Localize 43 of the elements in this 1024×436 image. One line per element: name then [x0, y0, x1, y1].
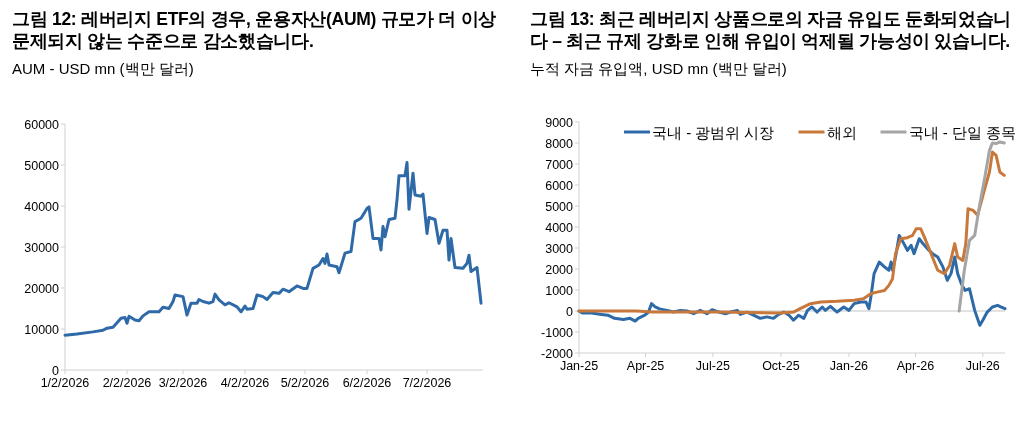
y-tick-label: 5000	[545, 199, 574, 214]
chart-subtitle: 누적 자금 유입액, USD mn (백만 달러)	[530, 60, 787, 79]
legend-label: 국내 - 광범위 시장	[652, 123, 775, 141]
y-tick-label: 0	[52, 363, 60, 378]
chart-title: 그림 13: 최근 레버리지 상품으로의 자금 유입도 둔화되었습니다 – 최근 규제 강화로 인해 유입이 억제될 가능성이 있습니다.	[530, 8, 1013, 52]
x-tick-label: Jan-26	[829, 359, 869, 373]
y-tick-label: 9000	[545, 115, 574, 130]
y-tick-label: 2000	[545, 262, 574, 277]
y-tick-label: 8000	[545, 136, 574, 151]
x-tick-label: 5/2/2026	[280, 376, 330, 390]
y-tick-label: -1000	[541, 325, 574, 340]
y-tick-label: 10000	[24, 322, 60, 337]
y-tick-label: 1000	[545, 283, 574, 298]
chart-title: 그림 12: 레버리지 ETF의 경우, 운용자산(AUM) 규모가 더 이상 문제되지 않는 수준으로 감소했습니다.	[12, 8, 497, 52]
x-tick-label: Oct-25	[762, 359, 800, 373]
x-tick-label: 3/2/2026	[158, 376, 208, 390]
x-tick-label: Apr-25	[626, 359, 665, 373]
y-tick-label: 30000	[24, 240, 60, 255]
y-tick-label: 6000	[545, 178, 574, 193]
y-tick-label: 3000	[545, 241, 574, 256]
x-tick-label: Apr-26	[896, 359, 935, 373]
x-tick-label: 2/2/2026	[102, 376, 152, 390]
y-tick-label: 40000	[24, 199, 60, 214]
x-tick-label: Jan-25	[559, 359, 599, 373]
line-series	[63, 161, 483, 337]
y-tick-label: -2000	[541, 346, 574, 361]
y-tick-label: 20000	[24, 281, 60, 296]
line-series	[957, 140, 1006, 313]
x-tick-label: 7/2/2026	[402, 376, 452, 390]
y-tick-label: 4000	[545, 220, 574, 235]
x-tick-label: Jul-25	[695, 359, 730, 373]
line-series	[577, 150, 1006, 315]
legend-label: 해외	[826, 123, 857, 141]
x-tick-label: Jul-26	[965, 359, 1000, 373]
legend-label: 국내 - 단일 종목	[908, 123, 1016, 141]
x-tick-label: 6/2/2026	[342, 376, 392, 390]
x-tick-label: 1/2/2026	[40, 376, 90, 390]
x-tick-label: 4/2/2026	[220, 376, 270, 390]
y-tick-label: 0	[566, 304, 574, 319]
y-tick-label: 50000	[24, 158, 60, 173]
chart-subtitle: AUM - USD mn (백만 달러)	[12, 60, 194, 79]
y-tick-label: 7000	[545, 157, 574, 172]
y-tick-label: 60000	[24, 117, 60, 132]
